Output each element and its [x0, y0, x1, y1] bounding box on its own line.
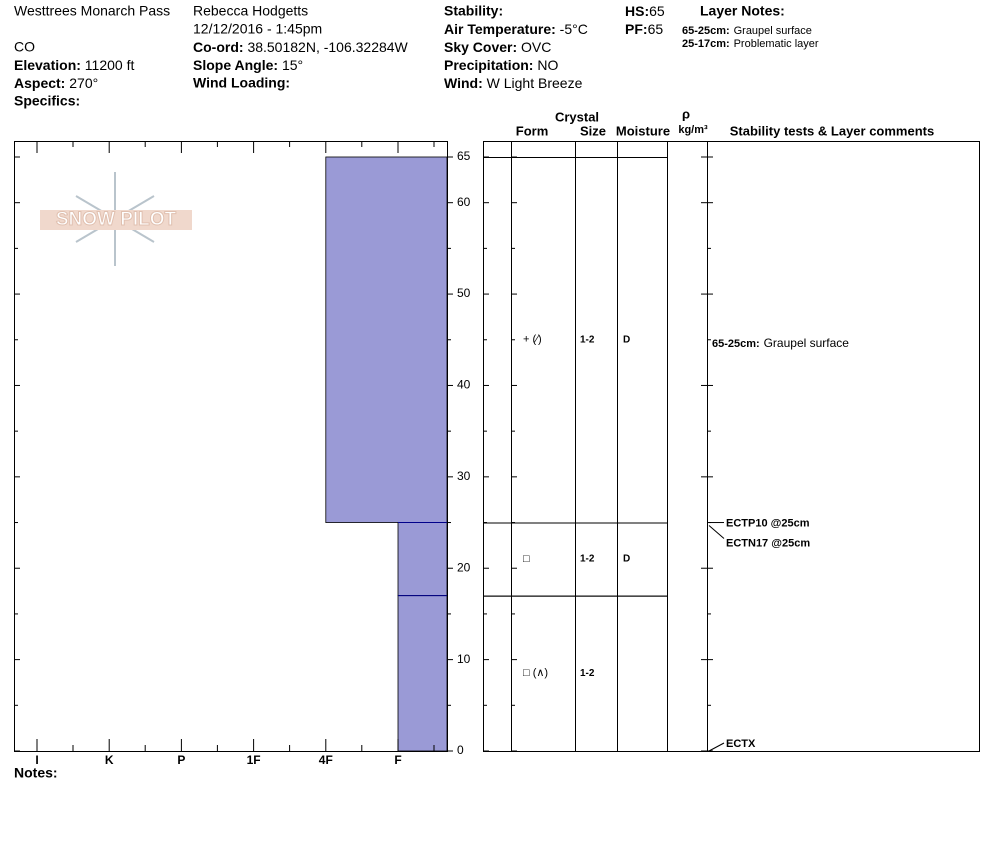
hardness-bar	[397, 595, 448, 752]
header: Westtrees Monarch Pass CO Elevation: 112…	[14, 3, 819, 109]
value: 15°	[282, 57, 303, 73]
pf: PF:65	[625, 21, 663, 37]
x-tick-label: 4F	[319, 753, 333, 767]
layer-note: 65-25cm: Graupel surface	[682, 22, 812, 38]
x-tick-label: 1F	[247, 753, 261, 767]
label: HS:	[625, 3, 649, 19]
label: Air Temperature:	[444, 21, 556, 37]
text: Graupel surface	[764, 336, 850, 350]
value: 270°	[69, 75, 98, 91]
label: Aspect:	[14, 75, 65, 91]
form: □ (∧)	[523, 667, 548, 679]
label: Elevation:	[14, 57, 81, 73]
elevation: Elevation: 11200 ft	[14, 57, 134, 73]
hardness-bar	[397, 522, 448, 597]
label: 25-17cm:	[682, 38, 730, 50]
slope: Slope Angle: 15°	[193, 57, 303, 73]
layer-notes-title: Layer Notes:	[700, 3, 785, 19]
test-label: ECTP10 @25cm	[726, 517, 810, 529]
label: Slope Angle:	[193, 57, 278, 73]
wind: Wind: W Light Breeze	[444, 75, 583, 91]
moisture: D	[623, 554, 630, 565]
test-arrow	[708, 525, 725, 539]
x-tick-label: K	[105, 753, 114, 767]
label: 65-25cm:	[682, 25, 730, 37]
value: OVC	[521, 39, 551, 55]
size: 1-2	[580, 668, 595, 679]
column-header: kg/m³	[678, 124, 708, 136]
logo: SNOW PILOT	[40, 172, 192, 266]
sky: Sky Cover: OVC	[444, 39, 551, 55]
moisture: D	[623, 334, 630, 345]
size: 1-2	[580, 554, 595, 565]
column-header: Form	[516, 123, 549, 138]
text: Problematic layer	[734, 38, 819, 50]
coord: Co-ord: 38.50182N, -106.32284W	[193, 39, 409, 55]
notes-label: Notes:	[14, 765, 58, 781]
specifics: Specifics:	[14, 93, 80, 109]
x-tick-label: F	[394, 753, 401, 767]
value: 11200 ft	[85, 57, 135, 73]
label: Precipitation:	[444, 57, 533, 73]
y-tick-label: 10	[457, 652, 471, 666]
stability: Stability:	[444, 3, 503, 19]
label: Co-ord:	[193, 39, 244, 55]
size: 1-2	[580, 334, 595, 345]
y-tick-label: 20	[457, 560, 471, 574]
column-header: ρ	[682, 106, 690, 121]
observer: Rebecca Hodgetts	[193, 3, 308, 19]
value: 65	[649, 3, 665, 19]
wind-loading: Wind Loading:	[193, 75, 290, 91]
y-tick-label: 60	[457, 195, 471, 209]
value: NO	[537, 57, 558, 73]
location: Westtrees Monarch Pass	[14, 3, 170, 19]
column-header: Crystal	[555, 109, 599, 124]
y-tick-label: 40	[457, 378, 471, 392]
layer-note: 25-17cm: Problematic layer	[682, 35, 819, 51]
state: CO	[14, 39, 35, 55]
y-tick-label: 0	[457, 743, 464, 757]
hardness-bar	[325, 156, 448, 523]
logo-text: SNOW PILOT	[56, 209, 177, 230]
label: 65-25cm:	[712, 338, 760, 350]
test-label: ECTN17 @25cm	[726, 537, 810, 549]
x-tick-label: P	[177, 753, 185, 767]
value: -5°C	[560, 21, 588, 37]
layer-comment: 65-25cm: Graupel surface	[712, 334, 849, 350]
value: 65	[648, 21, 664, 37]
y-tick-label: 50	[457, 286, 471, 300]
test-label: ECTX	[726, 738, 756, 750]
label: PF:	[625, 21, 648, 37]
label: Wind:	[444, 75, 483, 91]
datetime: 12/12/2016 - 1:45pm	[193, 21, 322, 37]
hs: HS:65	[625, 3, 665, 19]
y-tick-label: 30	[457, 469, 471, 483]
value: 38.50182N, -106.32284W	[247, 39, 408, 55]
column-header: Stability tests & Layer comments	[730, 123, 934, 138]
column-header: Moisture	[616, 123, 670, 138]
value: W Light Breeze	[487, 75, 583, 91]
text: Graupel surface	[734, 25, 812, 37]
form: □	[523, 553, 530, 565]
y-tick-label: 65	[457, 149, 471, 163]
test-arrow	[708, 742, 725, 752]
column-header: Size	[580, 123, 606, 138]
label: Sky Cover:	[444, 39, 517, 55]
x-tick-label: I	[35, 753, 38, 767]
frames	[14, 141, 980, 752]
air-temp: Air Temperature: -5°C	[444, 21, 588, 37]
aspect: Aspect: 270°	[14, 75, 98, 91]
form: + (⁄)	[523, 334, 542, 346]
precip: Precipitation: NO	[444, 57, 558, 73]
